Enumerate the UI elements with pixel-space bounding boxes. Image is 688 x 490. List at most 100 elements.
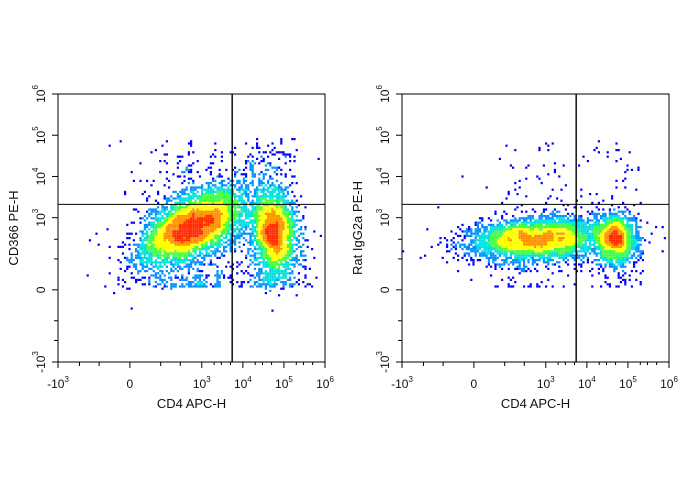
event-dot: [256, 252, 259, 255]
event-dot: [269, 208, 272, 211]
event-dot: [187, 248, 190, 251]
event-dot: [185, 219, 188, 222]
event-dot: [146, 245, 149, 248]
event-dot: [267, 245, 270, 248]
event-dot: [628, 232, 631, 235]
event-dot: [203, 243, 206, 246]
event-dot: [501, 201, 504, 204]
event-dot: [192, 219, 195, 222]
event-dot: [282, 241, 285, 244]
event-dot: [512, 259, 515, 262]
event-dot: [260, 179, 263, 182]
event-dot: [463, 252, 466, 255]
event-dot: [560, 234, 563, 237]
event-dot: [295, 223, 298, 226]
event-dot: [304, 228, 307, 231]
event-dot: [256, 206, 259, 209]
event-dot: [630, 243, 633, 246]
event-dot: [203, 201, 206, 204]
event-dot: [146, 237, 149, 240]
event-dot: [505, 254, 508, 257]
event-dot: [529, 237, 532, 240]
event-dot: [260, 272, 263, 275]
event-dot: [238, 210, 241, 213]
event-dot: [284, 252, 287, 255]
event-dot: [234, 210, 237, 213]
event-dot: [203, 199, 206, 202]
event-dot: [286, 221, 289, 224]
event-dot: [617, 223, 620, 226]
event-dot: [231, 195, 234, 198]
event-dot: [218, 274, 221, 277]
event-dot: [558, 243, 561, 246]
event-dot: [163, 232, 166, 235]
event-dot: [291, 239, 294, 242]
event-dot: [514, 250, 517, 253]
event-dot: [490, 230, 493, 233]
event-dot: [611, 261, 614, 264]
event-dot: [278, 265, 281, 268]
event-dot: [143, 228, 146, 231]
event-dot: [402, 250, 405, 253]
event-dot: [183, 201, 186, 204]
event-dot: [260, 270, 263, 273]
event-dot: [152, 239, 155, 242]
event-dot: [602, 270, 605, 273]
event-dot: [172, 239, 175, 242]
event-dot: [569, 239, 572, 242]
event-dot: [201, 221, 204, 224]
event-dot: [562, 215, 565, 218]
event-dot: [622, 201, 625, 204]
event-dot: [512, 166, 515, 169]
event-dot: [220, 243, 223, 246]
event-dot: [492, 239, 495, 242]
event-dot: [223, 237, 226, 240]
event-dot: [549, 241, 552, 244]
event-dot: [485, 245, 488, 248]
event-dot: [313, 256, 316, 259]
y-tick-label: 0: [34, 286, 48, 293]
event-dot: [190, 232, 193, 235]
event-dot: [512, 261, 515, 264]
event-dot: [198, 204, 201, 207]
event-dot: [560, 254, 563, 257]
event-dot: [264, 201, 267, 204]
event-dot: [476, 228, 479, 231]
event-dot: [639, 281, 642, 284]
event-dot: [245, 210, 248, 213]
event-dot: [611, 254, 614, 257]
event-dot: [490, 234, 493, 237]
event-dot: [600, 256, 603, 259]
event-dot: [302, 215, 305, 218]
event-dot: [198, 248, 201, 251]
event-dot: [512, 250, 515, 253]
event-dot: [218, 204, 221, 207]
event-dot: [606, 256, 609, 259]
event-dot: [280, 254, 283, 257]
event-dot: [295, 230, 298, 233]
event-dot: [209, 263, 212, 266]
event-dot: [214, 190, 217, 193]
event-dot: [229, 215, 232, 218]
event-dot: [198, 254, 201, 257]
event-dot: [249, 168, 252, 171]
event-dot: [267, 237, 270, 240]
event-dot: [619, 230, 622, 233]
event-dot: [569, 252, 572, 255]
event-dot: [214, 208, 217, 211]
event-dot: [163, 285, 166, 288]
event-dot: [225, 228, 228, 231]
event-dot: [121, 278, 124, 281]
event-dot: [483, 248, 486, 251]
event-dot: [463, 254, 466, 257]
event-dot: [608, 208, 611, 211]
event-dot: [183, 232, 186, 235]
event-dot: [580, 232, 583, 235]
event-dot: [128, 232, 131, 235]
event-dot: [236, 237, 239, 240]
event-dot: [624, 226, 627, 229]
event-dot: [223, 204, 226, 207]
event-dot: [148, 245, 151, 248]
event-dot: [269, 237, 272, 240]
event-dot: [198, 283, 201, 286]
